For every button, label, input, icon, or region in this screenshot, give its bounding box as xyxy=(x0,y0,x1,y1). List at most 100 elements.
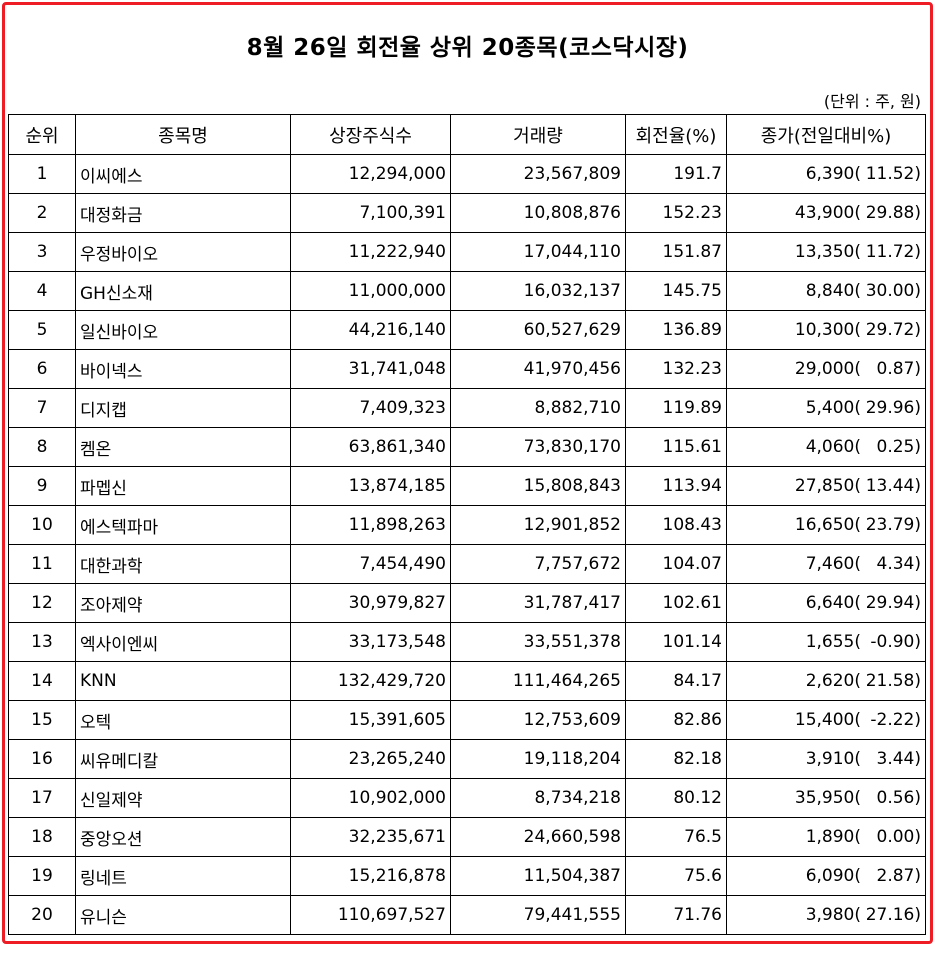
volume-cell: 79,441,555 xyxy=(450,895,626,935)
close-price: 43,900( xyxy=(794,203,861,223)
rank-cell: 1 xyxy=(8,154,76,194)
turnover-cell: 101.14 xyxy=(625,622,727,662)
table-row: 11 대한과학 7,454,490 7,757,672 104.07 7,460(4.34… xyxy=(8,544,926,584)
turnover-cell: 84.17 xyxy=(625,661,727,701)
stock-name-cell: 신일제약 xyxy=(75,778,291,818)
rank-cell: 8 xyxy=(8,427,76,467)
stock-name-cell: 대정화금 xyxy=(75,193,291,233)
close-price: 6,390( xyxy=(805,164,861,184)
volume-cell: 17,044,110 xyxy=(450,232,626,272)
rank-cell: 10 xyxy=(8,505,76,545)
close-price: 10,300( xyxy=(794,320,861,340)
stock-name-cell: 유니슨 xyxy=(75,895,291,935)
stock-name-cell: 씨유메디칼 xyxy=(75,739,291,779)
turnover-table: 순위 종목명 상장주식수 거래량 회전율(%) 종가(전일대비%) 1 이씨에스 1… xyxy=(8,114,926,935)
table-row: 12 조아제약 30,979,827 31,787,417 102.61 6,640(29… xyxy=(8,583,926,623)
turnover-cell: 115.61 xyxy=(625,427,727,467)
turnover-cell: 82.86 xyxy=(625,700,727,740)
rank-cell: 18 xyxy=(8,817,76,857)
volume-cell: 8,734,218 xyxy=(450,778,626,818)
change-percent: 0.25) xyxy=(876,437,921,457)
rank-cell: 6 xyxy=(8,349,76,389)
close-price: 27,850( xyxy=(794,476,861,496)
listed-shares-cell: 23,265,240 xyxy=(290,739,451,779)
volume-cell: 15,808,843 xyxy=(450,466,626,506)
volume-cell: 60,527,629 xyxy=(450,310,626,350)
table-body: 1 이씨에스 12,294,000 23,567,809 191.7 6,390(11.5… xyxy=(8,154,926,935)
volume-cell: 23,567,809 xyxy=(450,154,626,194)
turnover-cell: 108.43 xyxy=(625,505,727,545)
rank-cell: 12 xyxy=(8,583,76,623)
volume-cell: 111,464,265 xyxy=(450,661,626,701)
table-row: 5 일신바이오 44,216,140 60,527,629 136.89 10,300(2… xyxy=(8,310,926,350)
turnover-cell: 132.23 xyxy=(625,349,727,389)
change-percent: 21.58) xyxy=(865,671,921,691)
stock-name-cell: 엑사이엔씨 xyxy=(75,622,291,662)
listed-shares-cell: 30,979,827 xyxy=(290,583,451,623)
close-price-cell: 7,460(4.34) xyxy=(726,544,926,584)
table-row: 4 GH신소재 11,000,000 16,032,137 145.75 8,840(30… xyxy=(8,271,926,311)
change-percent: 4.34) xyxy=(876,554,921,574)
listed-shares-cell: 44,216,140 xyxy=(290,310,451,350)
rank-cell: 7 xyxy=(8,388,76,428)
listed-shares-cell: 15,391,605 xyxy=(290,700,451,740)
close-price: 2,620( xyxy=(805,671,861,691)
turnover-cell: 82.18 xyxy=(625,739,727,779)
listed-shares-cell: 11,898,263 xyxy=(290,505,451,545)
red-frame-border xyxy=(2,2,933,944)
close-price-cell: 10,300(29.72) xyxy=(726,310,926,350)
table-header-row: 순위 종목명 상장주식수 거래량 회전율(%) 종가(전일대비%) xyxy=(8,114,926,155)
close-price-cell: 1,890( 0.00) xyxy=(726,817,926,857)
close-price-cell: 3,980(27.16) xyxy=(726,895,926,935)
close-price: 29,000( xyxy=(794,359,861,379)
turnover-cell: 119.89 xyxy=(625,388,727,428)
stock-name-cell: 켐온 xyxy=(75,427,291,467)
volume-cell: 73,830,170 xyxy=(450,427,626,467)
close-price-cell: 6,090(2.87) xyxy=(726,856,926,896)
stock-name-cell: 파멥신 xyxy=(75,466,291,506)
turnover-cell: 191.7 xyxy=(625,154,727,194)
change-percent: 3.44) xyxy=(876,749,921,769)
change-percent: -0.90) xyxy=(870,632,921,652)
table-row: 8 켐온 63,861,340 73,830,170 115.61 4,060( 0.25) xyxy=(8,427,926,467)
rank-cell: 5 xyxy=(8,310,76,350)
turnover-cell: 71.76 xyxy=(625,895,727,935)
listed-shares-cell: 10,902,000 xyxy=(290,778,451,818)
change-percent: 0.00) xyxy=(876,827,921,847)
listed-shares-cell: 11,222,940 xyxy=(290,232,451,272)
change-percent: 13.44) xyxy=(865,476,921,496)
table-row: 18 중앙오션 32,235,671 24,660,598 76.5 1,890(0.00… xyxy=(8,817,926,857)
close-price-cell: 6,390(11.52) xyxy=(726,154,926,194)
listed-shares-cell: 110,697,527 xyxy=(290,895,451,935)
table-row: 6 바이넥스 31,741,048 41,970,456 132.23 29,000(0.… xyxy=(8,349,926,389)
rank-cell: 2 xyxy=(8,193,76,233)
table-row: 9 파멥신 13,874,185 15,808,843 113.94 27,850(13.… xyxy=(8,466,926,506)
listed-shares-cell: 63,861,340 xyxy=(290,427,451,467)
change-percent: 11.52) xyxy=(865,164,921,184)
listed-shares-cell: 33,173,548 xyxy=(290,622,451,662)
close-price-cell: 35,950( 0.56) xyxy=(726,778,926,818)
close-price-cell: 1,655( -0.90) xyxy=(726,622,926,662)
rank-cell: 20 xyxy=(8,895,76,935)
table-row: 10 에스텍파마 11,898,263 12,901,852 108.43 16,650(… xyxy=(8,505,926,545)
stock-name-cell: 오텍 xyxy=(75,700,291,740)
table-row: 14 KNN 132,429,720 111,464,265 84.17 2,620(21… xyxy=(8,661,926,701)
turnover-cell: 104.07 xyxy=(625,544,727,584)
table-row: 16 씨유메디칼 23,265,240 19,118,204 82.18 3,910(3.… xyxy=(8,739,926,779)
volume-cell: 11,504,387 xyxy=(450,856,626,896)
stock-name-cell: GH신소재 xyxy=(75,271,291,311)
listed-shares-cell: 32,235,671 xyxy=(290,817,451,857)
listed-shares-cell: 13,874,185 xyxy=(290,466,451,506)
close-price: 1,655( xyxy=(805,632,861,652)
listed-shares-cell: 7,454,490 xyxy=(290,544,451,584)
change-percent: 0.56) xyxy=(876,788,921,808)
close-price-cell: 5,400(29.96) xyxy=(726,388,926,428)
stock-name-cell: 이씨에스 xyxy=(75,154,291,194)
close-price: 4,060( xyxy=(805,437,861,457)
stock-name-cell: 링네트 xyxy=(75,856,291,896)
close-price: 1,890( xyxy=(805,827,861,847)
close-price: 6,640( xyxy=(805,593,861,613)
close-price: 35,950( xyxy=(794,788,861,808)
volume-cell: 16,032,137 xyxy=(450,271,626,311)
turnover-cell: 80.12 xyxy=(625,778,727,818)
